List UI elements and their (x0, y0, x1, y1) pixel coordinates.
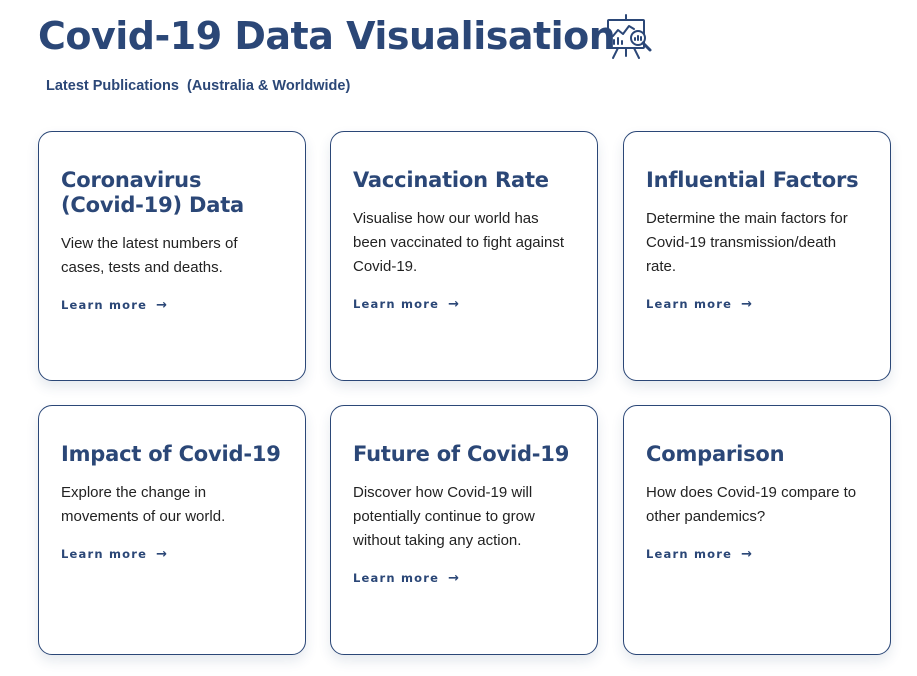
arrow-right-icon: → (156, 546, 168, 562)
card-description: View the latest numbers of cases, tests … (61, 235, 238, 276)
learn-more-link[interactable]: Learn more → (61, 547, 167, 562)
learn-more-link[interactable]: Learn more → (353, 571, 459, 586)
card-description: Discover how Covid-19 will potentially c… (353, 484, 535, 549)
page-title: Covid-19 Data Visualisation (38, 14, 616, 58)
learn-more-link[interactable]: Learn more → (353, 297, 459, 312)
card-future-of-covid[interactable]: Future of Covid-19 Discover how Covid-19… (330, 405, 598, 655)
learn-more-label: Learn more (646, 547, 733, 561)
arrow-right-icon: → (156, 297, 168, 313)
learn-more-label: Learn more (61, 547, 148, 561)
learn-more-label: Learn more (353, 297, 440, 311)
learn-more-label: Learn more (646, 297, 733, 311)
arrow-right-icon: → (448, 296, 460, 312)
arrow-right-icon: → (741, 296, 753, 312)
presentation-chart-magnifier-icon (604, 12, 654, 62)
card-title: Influential Factors (646, 168, 859, 192)
card-description: Explore the change in movements of our w… (61, 484, 226, 525)
card-description: Visualise how our world has been vaccina… (353, 210, 564, 275)
card-description: Determine the main factors for Covid-19 … (646, 210, 848, 275)
card-title: Impact of Covid-19 (61, 442, 281, 466)
learn-more-label: Learn more (353, 571, 440, 585)
learn-more-link[interactable]: Learn more → (646, 547, 752, 562)
card-comparison[interactable]: Comparison How does Covid-19 compare to … (623, 405, 891, 655)
learn-more-link[interactable]: Learn more → (61, 298, 167, 313)
page-header: Covid-19 Data Visualisation (38, 8, 652, 64)
card-description: How does Covid-19 compare to other pande… (646, 484, 857, 525)
section-subtitle: Latest Publications (Australia & Worldwi… (46, 78, 351, 94)
card-coronavirus-data[interactable]: Coronavirus (Covid-19) Data View the lat… (38, 131, 306, 381)
card-title: Comparison (646, 442, 785, 466)
card-vaccination-rate[interactable]: Vaccination Rate Visualise how our world… (330, 131, 598, 381)
card-impact-of-covid[interactable]: Impact of Covid-19 Explore the change in… (38, 405, 306, 655)
card-title: Coronavirus (Covid-19) Data (61, 168, 245, 217)
arrow-right-icon: → (448, 570, 460, 586)
card-influential-factors[interactable]: Influential Factors Determine the main f… (623, 131, 891, 381)
card-title: Future of Covid-19 (353, 442, 570, 466)
learn-more-link[interactable]: Learn more → (646, 297, 752, 312)
arrow-right-icon: → (741, 546, 753, 562)
card-title: Vaccination Rate (353, 168, 549, 192)
learn-more-label: Learn more (61, 298, 148, 312)
